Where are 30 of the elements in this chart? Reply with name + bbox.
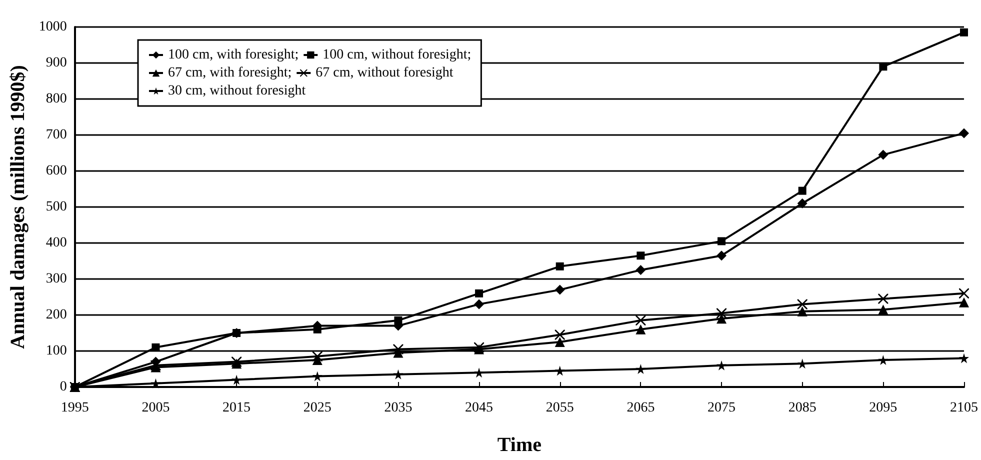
x-tick-label: 2065 [626,400,655,416]
y-tick-label: 500 [46,200,67,214]
x-tick-label: 2015 [222,400,251,416]
y-tick-label: 200 [46,308,67,322]
y-tick-label: 800 [46,92,67,106]
y-tick-label: 700 [46,128,67,142]
y-tick-label: 600 [46,164,67,178]
y-axis-title: Annual damages (millions 1990$) [7,65,29,349]
y-tick-label: 400 [46,236,67,250]
y-tick-label: 100 [46,344,67,358]
x-tick-label: 2025 [303,400,332,416]
x-tick-label: 2005 [142,400,170,416]
x-tick-label: 2075 [708,400,736,416]
y-tick-label: 900 [46,56,67,70]
x-tick-label: 2045 [465,400,494,416]
x-tick-label: 2035 [384,400,412,416]
legend-label: 100 cm, with foresight; [168,48,299,62]
x-tick-label: 2105 [950,400,978,416]
legend-label: 100 cm, without foresight; [322,48,472,62]
legend-label: 67 cm, with foresight; [168,66,292,80]
y-tick-label: 300 [46,272,67,286]
legend-label: 67 cm, without foresight [316,66,454,80]
x-tick-label: 2085 [788,400,816,416]
y-tick-label: 1000 [38,20,67,34]
legend-label: 30 cm, without foresight [168,84,306,98]
x-axis-title: Time [497,434,542,456]
x-tick-label: 2055 [546,400,574,416]
x-tick-label: 1995 [60,400,89,416]
x-tick-label: 2095 [869,400,898,416]
y-tick-label: 0 [60,380,67,394]
